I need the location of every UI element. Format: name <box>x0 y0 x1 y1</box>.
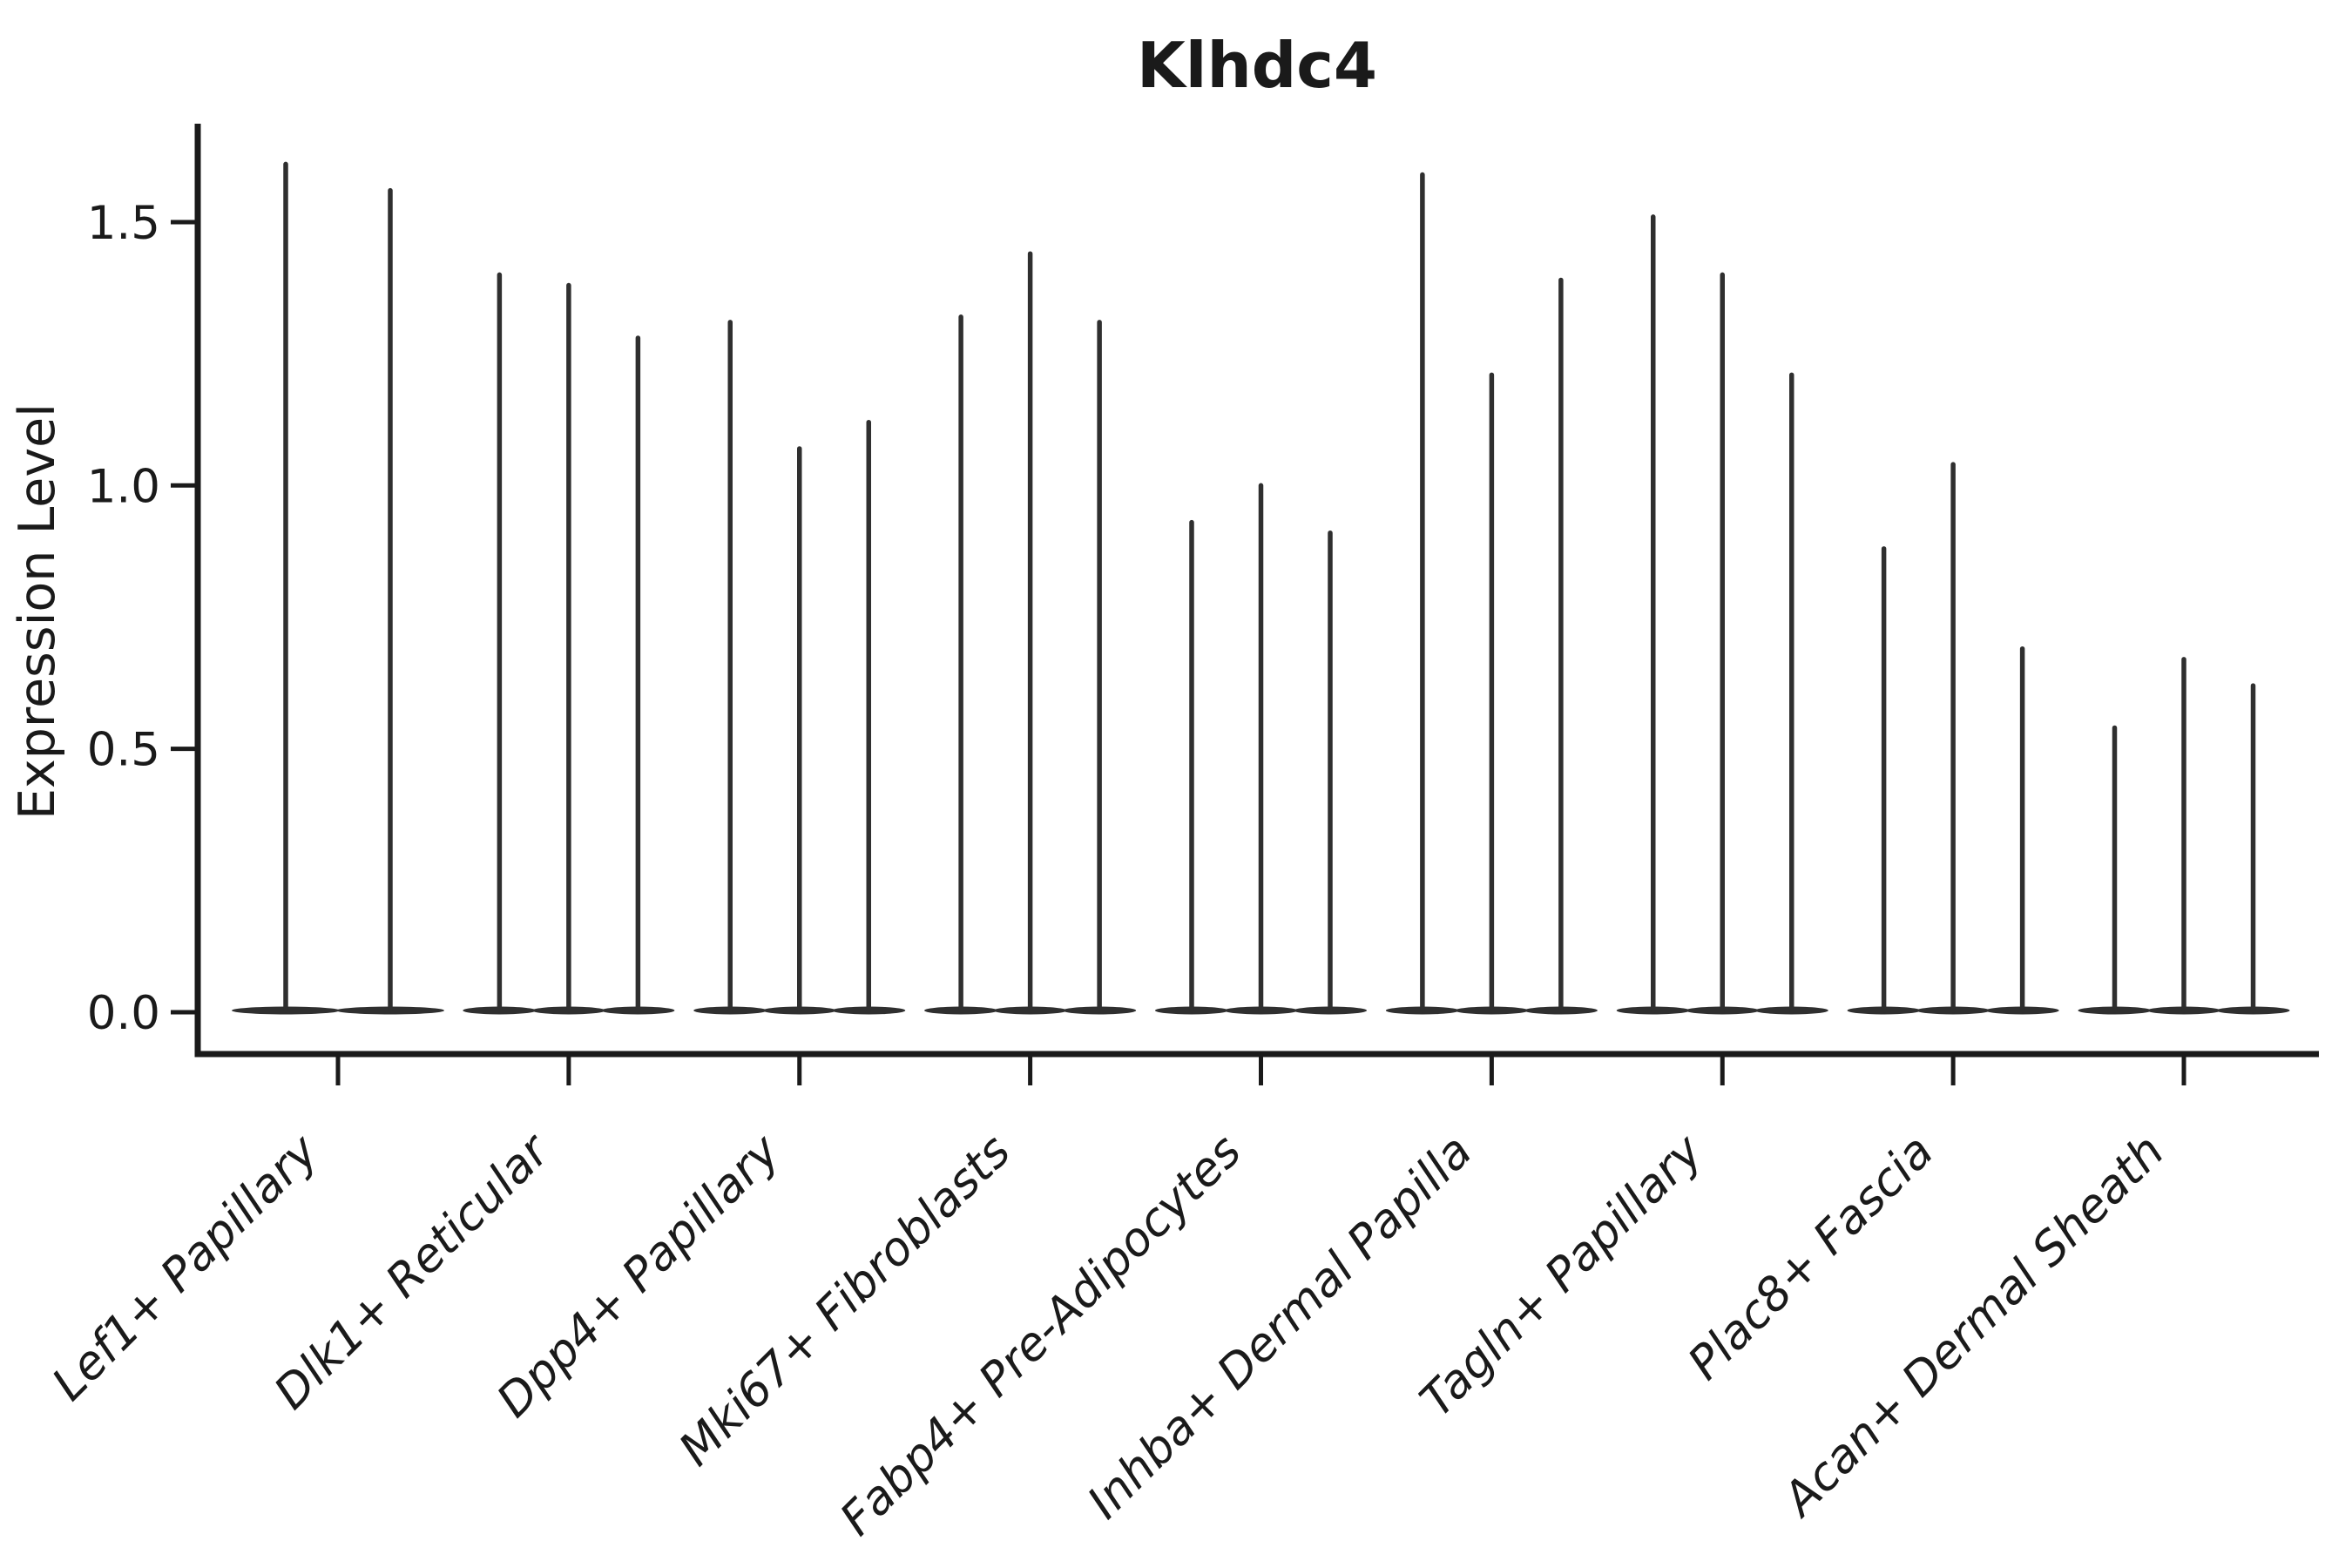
y-tick-label: 1.5 <box>87 197 160 250</box>
x-category-label: Inhba+ Dermal Papilla <box>1078 1125 1482 1529</box>
y-tick-label: 0.0 <box>87 987 160 1040</box>
violin-group <box>1155 483 1367 1015</box>
y-tick-label: 0.5 <box>87 724 160 777</box>
violin-group <box>1616 214 1828 1015</box>
y-axis-label: Expression Level <box>9 403 66 820</box>
x-category-label: Acan+ Dermal Sheath <box>1772 1125 2175 1528</box>
x-category-label: Plac8+ Fascia <box>1678 1125 1943 1390</box>
violin-group <box>2078 657 2290 1015</box>
y-tick-label: 1.0 <box>87 460 160 513</box>
violins-layer <box>232 161 2290 1015</box>
violin-group <box>693 320 906 1015</box>
violin-group <box>924 251 1137 1015</box>
violin-group <box>463 272 675 1015</box>
violin-group <box>1385 172 1598 1015</box>
violin-group <box>232 161 444 1015</box>
x-category-label: Fabp4+ Pre-Adipocytes <box>830 1125 1252 1546</box>
chart-title: Klhdc4 <box>1137 29 1377 102</box>
axes-layer: 0.0 0.5 1.0 1.5 <box>87 124 2319 1085</box>
violin-group <box>1847 462 2059 1015</box>
